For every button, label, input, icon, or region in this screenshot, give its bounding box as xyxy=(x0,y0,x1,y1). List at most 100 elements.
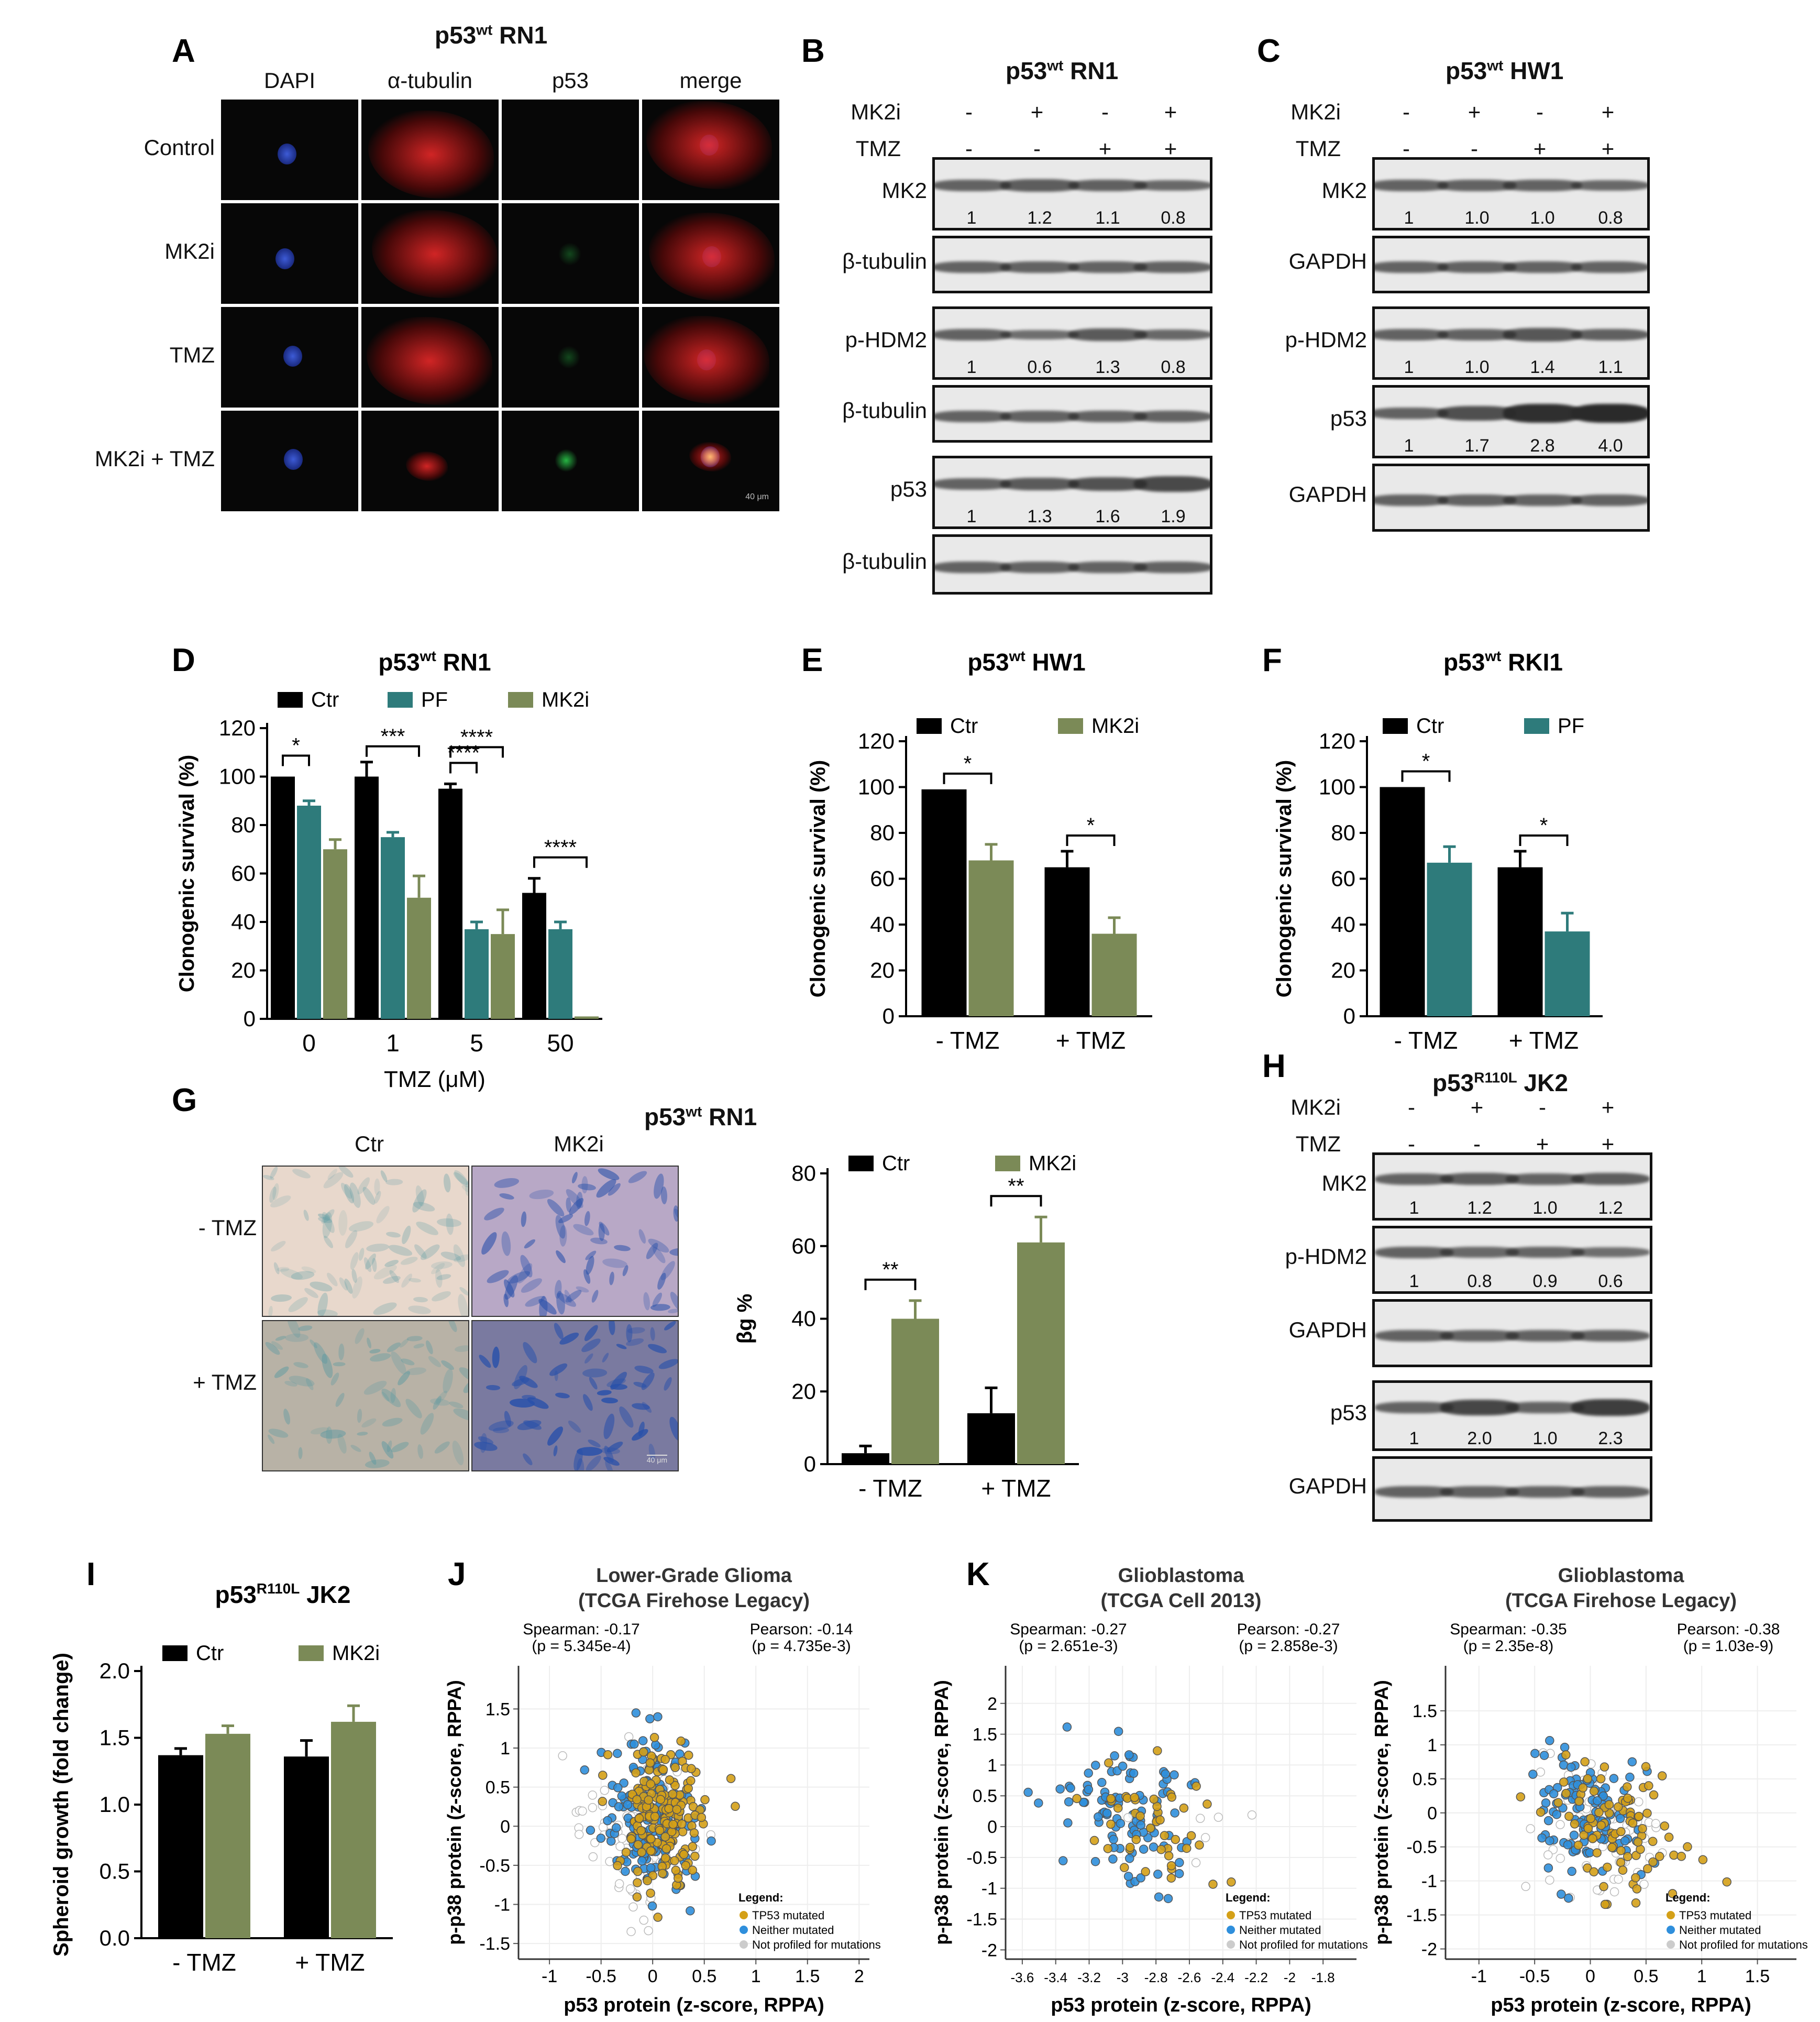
data-point xyxy=(1182,1843,1192,1853)
cell-shape xyxy=(389,1439,410,1455)
data-point xyxy=(1208,1880,1218,1889)
data-point xyxy=(1616,1845,1626,1855)
y-tick-label: 1.0 xyxy=(100,1792,130,1817)
data-point xyxy=(650,1811,660,1821)
cell-shape xyxy=(554,1249,567,1265)
merge-stain xyxy=(700,446,721,468)
data-point xyxy=(653,1712,663,1722)
data-point xyxy=(1669,1850,1679,1860)
protein-band xyxy=(1503,328,1582,342)
significance-marker: ** xyxy=(882,1258,898,1281)
bar xyxy=(465,929,489,1019)
data-point xyxy=(1623,1852,1633,1862)
y-tick-label: 40 xyxy=(231,909,256,934)
x-tick-label: 0 xyxy=(1585,1966,1595,1986)
cell-shape xyxy=(311,1340,330,1366)
x-tick-label: -1 xyxy=(542,1966,557,1986)
x-tick-label: 5 xyxy=(470,1029,483,1057)
data-point xyxy=(1171,1834,1180,1844)
x-tick-label: - TMZ xyxy=(858,1475,922,1502)
legend-title: Legend: xyxy=(1226,1891,1271,1904)
data-point xyxy=(1625,1772,1635,1782)
micrograph-cell xyxy=(221,100,358,200)
cell-shape xyxy=(399,1255,419,1267)
micrograph-cell xyxy=(361,203,499,304)
x-tick-label: 50 xyxy=(547,1029,573,1057)
chart-title-sup: wt xyxy=(1484,648,1501,664)
y-tick-label: 0 xyxy=(987,1817,997,1837)
quantification-value: 1.0 xyxy=(1464,357,1490,377)
cell-shape xyxy=(429,1397,450,1407)
cell-shape xyxy=(440,1367,455,1394)
condition-sign: + xyxy=(1030,100,1044,124)
data-point xyxy=(558,1751,567,1761)
data-point xyxy=(1596,1774,1606,1784)
protein-band xyxy=(1503,404,1582,423)
blot-strip: 1 1.7 2.8 4.0 xyxy=(1372,385,1650,458)
cell-shape xyxy=(407,1304,432,1316)
blot-strip xyxy=(1372,1456,1652,1522)
cell-shape xyxy=(554,1370,558,1381)
data-point xyxy=(596,1833,606,1843)
cell-shape xyxy=(609,1271,615,1285)
data-point xyxy=(1153,1870,1163,1879)
data-point xyxy=(1583,1774,1593,1784)
protein-band xyxy=(1000,329,1079,340)
blot-row-label: β-tubulin xyxy=(842,398,927,423)
cell-shape xyxy=(579,1336,602,1355)
blot-row-label: GAPDH xyxy=(1288,249,1367,273)
x-tick-label: + TMZ xyxy=(295,1949,365,1976)
chart-title-sup: wt xyxy=(1009,648,1025,664)
x-tick-label: - TMZ xyxy=(1394,1027,1458,1054)
scatter-title: Glioblastoma xyxy=(1558,1565,1685,1587)
x-tick-label: 1.5 xyxy=(1745,1966,1770,1986)
y-tick-label: 120 xyxy=(219,716,256,740)
data-point xyxy=(626,1834,636,1844)
blot-strip: 1 1.0 1.0 0.8 xyxy=(1372,157,1650,230)
condition-sign: + xyxy=(1468,100,1481,124)
data-point xyxy=(658,1869,667,1878)
cell-shape xyxy=(566,1419,583,1435)
nucleus-stain xyxy=(283,346,302,367)
cell-shape xyxy=(493,1176,520,1190)
data-point xyxy=(1698,1855,1708,1864)
y-tick-label: -1.5 xyxy=(479,1934,510,1954)
cell-shape xyxy=(293,1360,309,1369)
legend-label: TP53 mutated xyxy=(1239,1909,1311,1922)
bar xyxy=(548,929,572,1019)
data-point xyxy=(1683,1842,1692,1852)
data-point xyxy=(1102,1808,1112,1818)
micrograph-cell xyxy=(361,100,499,200)
y-tick-label: 0.5 xyxy=(1413,1770,1437,1789)
protein-band xyxy=(1571,494,1647,506)
cell-shape xyxy=(360,1416,378,1429)
sa-beta-gal-image: 40 μm xyxy=(471,1320,679,1471)
protein-band xyxy=(1000,477,1079,491)
cell-shape xyxy=(523,1237,537,1250)
micrograph-cell xyxy=(502,307,639,408)
y-tick-label: 0 xyxy=(804,1452,816,1476)
cell-shape xyxy=(608,1321,616,1335)
blot-row-label: GAPDH xyxy=(1288,482,1367,507)
pearson-stat: Pearson: -0.38 xyxy=(1677,1621,1780,1638)
data-point xyxy=(1091,1761,1100,1770)
panel-a-column-label: p53 xyxy=(551,68,589,93)
x-tick-label: -3 xyxy=(1117,1970,1129,1985)
data-point xyxy=(1559,1760,1569,1770)
protein-band xyxy=(1571,404,1647,423)
data-point xyxy=(1023,1787,1033,1797)
protein-band xyxy=(1438,261,1516,273)
cell-shape xyxy=(350,1268,358,1283)
cell-shape xyxy=(658,1357,678,1371)
panel-k-scatter-plot-cell2013: Glioblastoma (TCGA Cell 2013) Spearman: -0… xyxy=(931,1565,1368,2016)
quantification-value: 1 xyxy=(1404,436,1414,456)
data-point xyxy=(574,1830,584,1839)
protein-band xyxy=(1571,328,1647,341)
quantification-value: 0.8 xyxy=(1161,208,1186,228)
pearson-stat: Pearson: -0.14 xyxy=(750,1621,853,1638)
data-point xyxy=(1179,1803,1189,1813)
cell-shape xyxy=(581,1176,588,1194)
data-point xyxy=(688,1865,697,1875)
legend-swatch xyxy=(848,1156,874,1171)
data-point xyxy=(1113,1727,1123,1736)
